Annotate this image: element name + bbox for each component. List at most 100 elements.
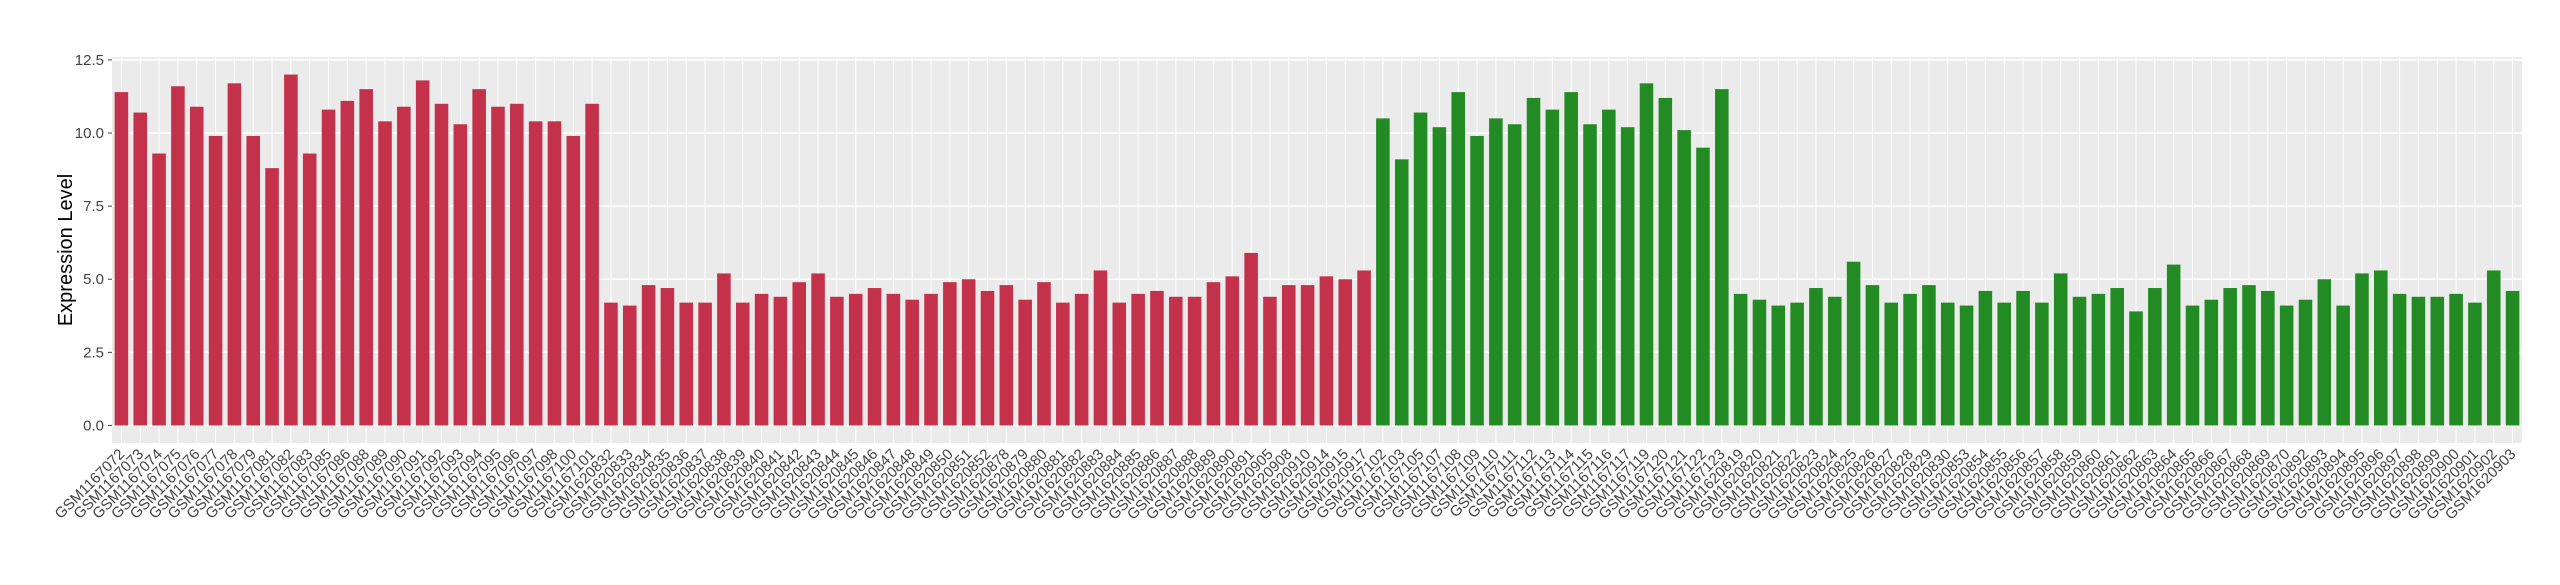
bar	[2355, 273, 2369, 426]
bar	[1809, 288, 1823, 426]
bar	[1093, 270, 1108, 426]
bar	[2035, 302, 2049, 426]
y-tick-label: 10.0	[75, 125, 104, 142]
bar	[321, 109, 336, 426]
bar	[622, 305, 637, 426]
bar	[1827, 296, 1842, 426]
bar	[1865, 285, 1880, 426]
bar	[2298, 299, 2313, 426]
bar	[1376, 118, 1390, 426]
bar	[1583, 124, 1597, 426]
bar	[1018, 299, 1032, 426]
bar	[773, 296, 788, 426]
bar	[1300, 285, 1315, 426]
bar	[1733, 293, 1748, 426]
bar	[1470, 135, 1484, 426]
bar	[378, 121, 392, 426]
bar	[980, 290, 995, 426]
bar	[434, 103, 449, 426]
bar	[1978, 290, 1993, 426]
bar	[2392, 293, 2407, 426]
bar	[1206, 282, 1221, 426]
bar	[1677, 130, 1691, 426]
bar	[2242, 285, 2256, 426]
bar	[1658, 97, 1673, 426]
bar	[397, 106, 411, 426]
bar	[1225, 276, 1240, 426]
bar	[2505, 290, 2520, 426]
y-tick-label: 2.5	[83, 344, 104, 361]
bar	[2204, 299, 2219, 426]
bar	[1489, 118, 1503, 426]
bar	[2053, 273, 2068, 426]
bar	[1790, 302, 1804, 426]
bar	[848, 293, 863, 426]
bar	[1884, 302, 1899, 426]
y-tick-label: 7.5	[83, 198, 104, 215]
bar	[679, 302, 694, 426]
bar	[359, 89, 373, 426]
bar	[152, 153, 166, 426]
bar	[961, 279, 976, 426]
bar	[1319, 276, 1334, 426]
bar	[2486, 270, 2501, 426]
bar	[2072, 296, 2087, 426]
bar	[1602, 109, 1616, 426]
bar	[246, 135, 260, 426]
bar	[641, 285, 656, 426]
bar	[1281, 285, 1296, 426]
bar	[943, 282, 957, 426]
bar	[1639, 83, 1654, 426]
bar	[2166, 264, 2181, 426]
bar	[265, 168, 279, 426]
bar	[1903, 293, 1917, 426]
bar	[2223, 288, 2237, 426]
bar	[1432, 127, 1447, 426]
y-tick-label: 5.0	[83, 271, 104, 288]
bar	[811, 273, 825, 426]
bar	[2185, 305, 2200, 426]
bar	[754, 293, 769, 426]
y-tick-label: 0.0	[83, 417, 104, 434]
bar	[1846, 261, 1861, 426]
bar	[905, 299, 919, 426]
bar	[1451, 92, 1465, 426]
bar	[2374, 270, 2388, 426]
bar	[208, 135, 223, 426]
bar	[1997, 302, 2012, 426]
bar	[1169, 296, 1183, 426]
bar	[698, 302, 712, 426]
bar	[1696, 147, 1710, 426]
bar	[171, 86, 185, 426]
bar	[302, 153, 317, 426]
bar	[284, 74, 298, 426]
bar	[491, 106, 505, 426]
bar	[415, 80, 430, 426]
bar	[999, 285, 1014, 426]
bar	[2336, 305, 2350, 426]
bar	[2016, 290, 2030, 426]
bar	[1413, 112, 1428, 426]
bar	[867, 288, 882, 426]
bar	[1074, 293, 1089, 426]
bar	[1959, 305, 1974, 426]
bar	[2411, 296, 2426, 426]
bar	[792, 282, 807, 426]
bar	[1940, 302, 1955, 426]
bar	[453, 124, 468, 426]
bar	[1187, 296, 1202, 426]
bar	[604, 302, 618, 426]
bar	[886, 293, 901, 426]
bar	[547, 121, 562, 426]
bar	[1112, 302, 1127, 426]
bar	[1131, 293, 1145, 426]
bar	[2468, 302, 2482, 426]
y-tick-label: 12.5	[75, 52, 104, 69]
bar	[566, 135, 581, 426]
bar	[528, 121, 543, 426]
bar	[2148, 288, 2162, 426]
bar	[585, 103, 599, 426]
bar	[924, 293, 938, 426]
bar	[2317, 279, 2332, 426]
